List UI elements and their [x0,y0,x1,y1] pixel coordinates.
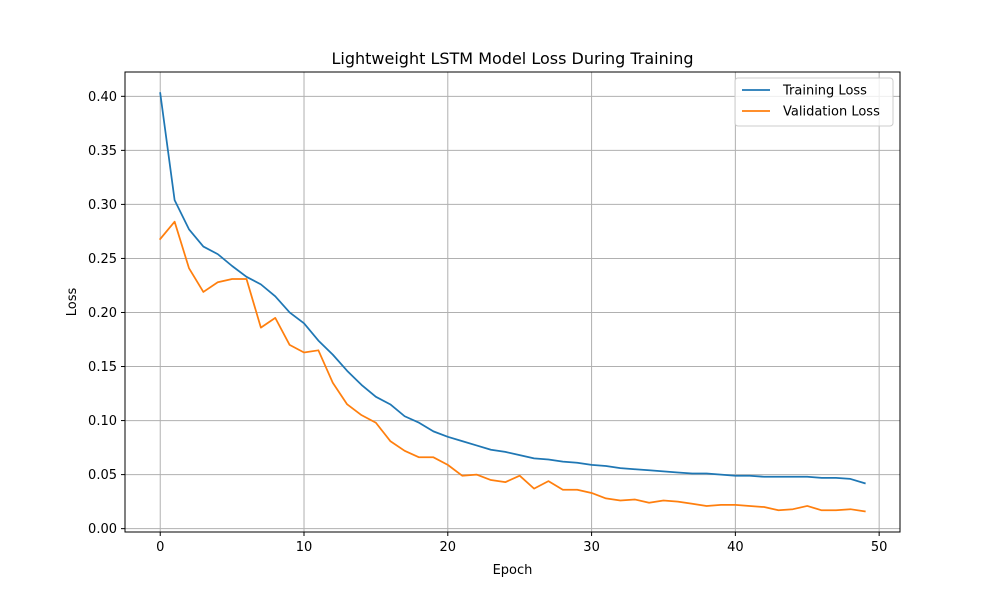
x-tick-label: 20 [440,540,457,555]
y-tick-label: 0.40 [88,90,117,105]
validation-loss-line [158,220,866,513]
legend-label-validation-loss: Validation Loss [783,105,880,120]
training-loss-line [159,92,866,485]
legend-label-training-loss: Training Loss [782,84,867,99]
chart-title: Lightweight LSTM Model Loss During Train… [332,49,694,68]
legend: Training Loss Validation Loss [734,77,894,127]
x-tick-label: 10 [296,540,313,555]
series-lines [158,92,866,513]
x-tick-label: 0 [156,540,164,555]
y-tick-label: 0.00 [88,522,117,537]
y-tick-label: 0.10 [88,414,117,429]
plot-frame [124,71,901,533]
axis-ticks: 0 10 20 30 40 50 0.00 0.05 0.10 0.15 0.20 0.25 0.30 0… [88,90,887,555]
y-tick-label: 0.35 [88,144,117,159]
y-axis-label: Loss [65,288,80,317]
x-axis-label: Epoch [493,563,533,578]
legend-box [734,77,894,127]
x-tick-label: 30 [583,540,600,555]
y-tick-label: 0.15 [88,360,117,375]
y-tick-label: 0.30 [88,198,117,213]
y-tick-label: 0.20 [88,306,117,321]
grid-lines [125,72,900,532]
x-tick-label: 50 [871,540,888,555]
y-tick-label: 0.25 [88,252,117,267]
x-tick-label: 40 [727,540,744,555]
y-tick-label: 0.05 [88,468,117,483]
